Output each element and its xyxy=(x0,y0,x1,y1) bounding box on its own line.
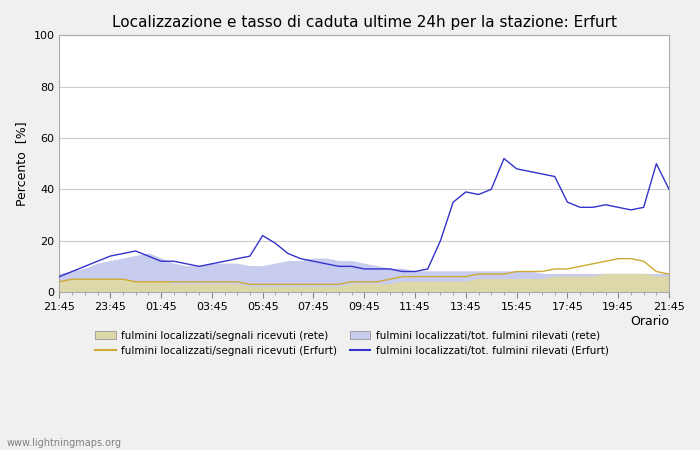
Text: www.lightningmaps.org: www.lightningmaps.org xyxy=(7,438,122,448)
Legend: fulmini localizzati/segnali ricevuti (rete), fulmini localizzati/segnali ricevut: fulmini localizzati/segnali ricevuti (re… xyxy=(95,331,608,356)
Title: Localizzazione e tasso di caduta ultime 24h per la stazione: Erfurt: Localizzazione e tasso di caduta ultime … xyxy=(112,15,617,30)
Text: Orario: Orario xyxy=(630,315,669,328)
Y-axis label: Percento  [%]: Percento [%] xyxy=(15,122,28,206)
